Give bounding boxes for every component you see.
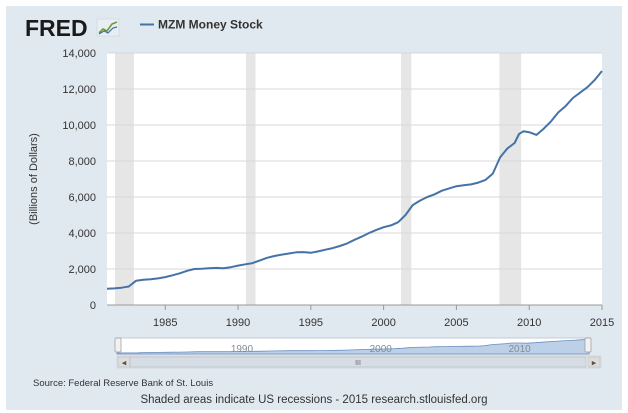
recession-band [115, 53, 134, 305]
navigator-right-handle[interactable] [584, 337, 592, 353]
line-chart-icon [96, 18, 120, 37]
y-tick-label: 0 [90, 300, 96, 312]
chevron-right-icon: ▸ [592, 358, 597, 368]
x-tick-label: 1990 [226, 317, 250, 329]
y-tick-label: 6,000 [68, 192, 96, 204]
y-tick-label: 4,000 [68, 228, 96, 240]
y-tick-label: 12,000 [62, 84, 96, 96]
plot-area [107, 53, 602, 305]
logo-text: FRED [25, 15, 88, 41]
scrollbar[interactable]: ◂ III ▸ [116, 355, 602, 369]
y-tick-label: 14,000 [62, 48, 96, 60]
y-tick-label: 10,000 [62, 120, 96, 132]
legend-label: MZM Money Stock [158, 18, 263, 32]
scrollbar-grip-icon: III [355, 360, 361, 367]
y-tick-label: 2,000 [68, 264, 96, 276]
x-tick-label: 2005 [444, 317, 468, 329]
fred-logo[interactable]: FRED [25, 15, 120, 41]
navigator-left-handle[interactable] [114, 337, 122, 353]
recession-band [401, 53, 412, 305]
x-tick-label: 1995 [299, 317, 323, 329]
y-tick-label: 8,000 [68, 156, 96, 168]
source-note: Source: Federal Reserve Bank of St. Loui… [33, 378, 214, 389]
y-axis-label: (Billions of Dollars) [28, 133, 40, 225]
navigator-year-label: 2000 [370, 344, 393, 355]
recession-band [246, 53, 256, 305]
legend[interactable]: MZM Money Stock [140, 18, 263, 32]
recession-band [499, 53, 522, 305]
chevron-left-icon: ◂ [122, 358, 127, 368]
navigator[interactable]: 1990 2000 2010 [114, 337, 592, 355]
x-tick-label: 1985 [153, 317, 177, 329]
scrollbar-thumb[interactable] [129, 356, 587, 368]
navigator-year-label: 2010 [508, 344, 531, 355]
recession-caption: Shaded areas indicate US recessions - 20… [140, 394, 488, 406]
x-tick-label: 2000 [371, 317, 395, 329]
series-line-mzm[interactable] [106, 70, 603, 290]
navigator-series [116, 338, 590, 355]
scrollbar-right-button[interactable] [587, 356, 601, 368]
x-tick-label: 2015 [590, 317, 614, 329]
x-tick-label: 2010 [517, 317, 541, 329]
navigator-year-label: 1990 [231, 344, 254, 355]
